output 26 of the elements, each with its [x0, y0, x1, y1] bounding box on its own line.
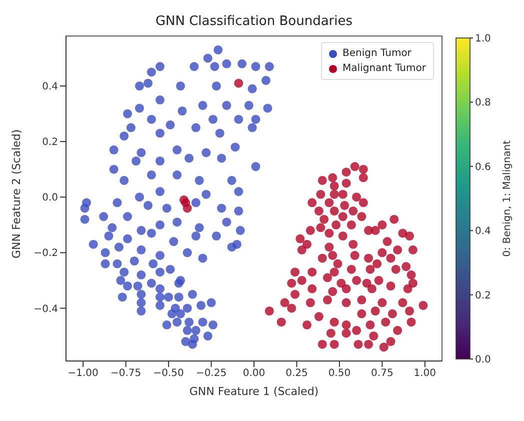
color-bar-label: 0.0 — [475, 354, 491, 366]
color-bar-title: 0: Benign, 1: Malignant — [502, 140, 513, 257]
x-tick-label: −0.25 — [196, 368, 227, 380]
x-tick-label: −0.50 — [153, 368, 184, 380]
legend-label: Malignant Tumor — [342, 62, 426, 76]
x-tick-label: 0.50 — [328, 368, 351, 380]
x-tick-label: 0.25 — [286, 368, 308, 380]
y-tick-label: −0.4 — [34, 304, 58, 315]
legend-label: Benign Tumor — [342, 47, 412, 61]
x-tick-label: −1.00 — [68, 368, 98, 380]
x-axis-title: GNN Feature 1 (Scaled) — [189, 385, 319, 398]
x-tick-label: 1.00 — [414, 368, 436, 380]
chart-title: GNN Classification Boundaries — [154, 14, 354, 29]
x-tick-label: 0.00 — [242, 368, 266, 380]
y-tick-label: 0.2 — [42, 137, 58, 148]
y-tick-label: −0.2 — [34, 248, 58, 260]
color-bar-label: 0.2 — [475, 290, 491, 302]
color-bar-label: 1.0 — [475, 34, 491, 44]
y-tick-label: 0.0 — [42, 192, 58, 204]
color-bar-label: 0.6 — [475, 162, 491, 173]
x-tick-label: −0.75 — [110, 368, 142, 380]
color-bar-label: 0.4 — [475, 226, 491, 238]
color-bar-label: 0.8 — [475, 98, 491, 109]
y-tick-label: 0.4 — [42, 82, 58, 93]
y-axis-title: GNN Feature 2 (Scaled) — [10, 129, 23, 258]
x-tick-label: 0.75 — [371, 368, 394, 380]
